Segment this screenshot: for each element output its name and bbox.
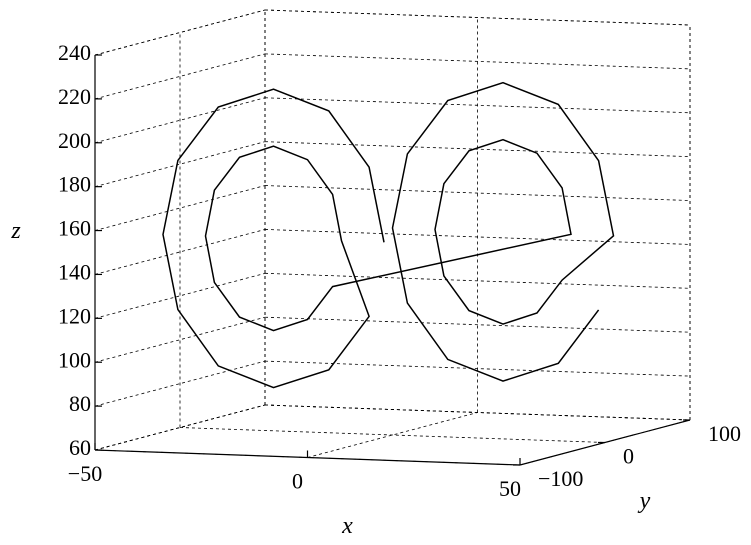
grid-line [264, 316, 691, 333]
y-tick-label: 100 [708, 421, 741, 446]
grid-line [94, 360, 266, 407]
y-tick-label: −100 [538, 466, 583, 491]
grid-line [179, 427, 606, 443]
grid-line [94, 97, 266, 144]
grid-line [264, 404, 691, 421]
x-tick-label: −50 [68, 461, 102, 486]
z-tick-label: 80 [69, 391, 91, 416]
grid-line [94, 404, 266, 451]
grid-line [264, 185, 691, 201]
grid-line [94, 229, 266, 275]
grid-line [94, 316, 266, 363]
z-tick-label: 60 [69, 435, 91, 460]
z-axis-label: z [10, 218, 21, 244]
y-axis-label: y [638, 488, 651, 514]
z-tick-label: 160 [58, 216, 91, 241]
grid-line [94, 185, 266, 231]
grid-line [264, 272, 691, 289]
trajectory [162, 81, 615, 389]
z-tick-label: 140 [58, 259, 91, 284]
y-tick-label: 0 [623, 444, 634, 469]
z-tick-label: 220 [58, 84, 91, 109]
grid-line [264, 141, 691, 158]
z-tick-label: 120 [58, 303, 91, 328]
grid-line [264, 9, 691, 26]
z-tick-label: 100 [58, 347, 91, 372]
z-tick-label: 240 [58, 40, 91, 65]
grid-line [94, 272, 266, 319]
grid-line [94, 53, 266, 100]
z-tick-label: 180 [58, 172, 91, 197]
x-tick-label: 0 [292, 469, 303, 494]
grid-line [307, 412, 478, 458]
z-tick-label: 200 [58, 128, 91, 153]
grid-line [94, 141, 266, 188]
x-axis-label: x [341, 513, 353, 539]
grid-line [264, 53, 691, 70]
x-tick-label: 50 [499, 476, 521, 501]
grid-line [94, 9, 266, 56]
